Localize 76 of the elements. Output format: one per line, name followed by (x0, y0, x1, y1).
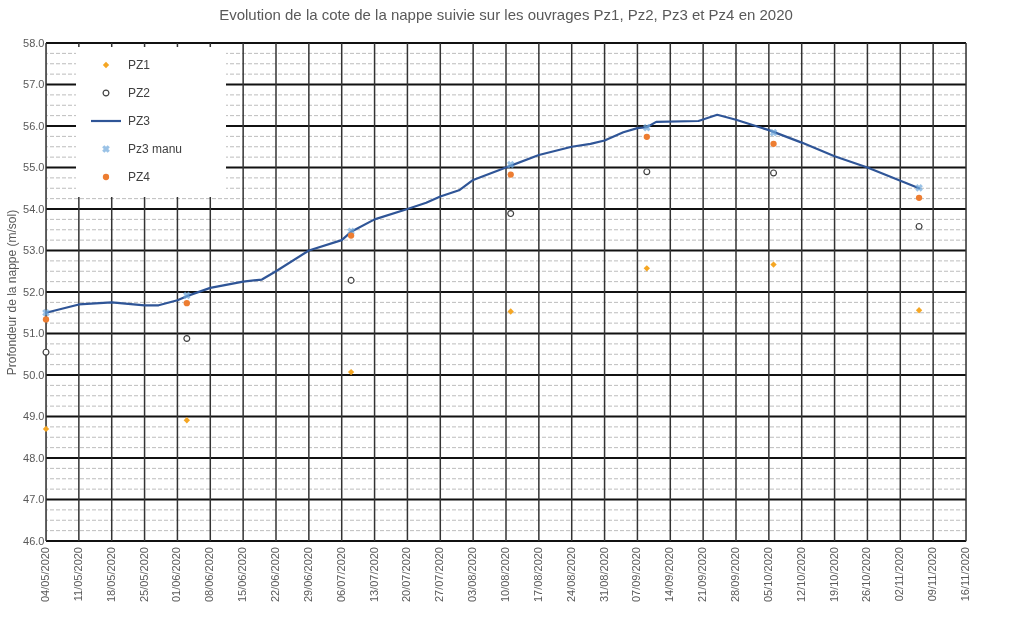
legend-label: PZ2 (128, 86, 151, 100)
x-tick-label: 17/08/2020 (531, 547, 544, 603)
x-tick-label: 08/06/2020 (203, 547, 216, 603)
x-tick-label: 27/07/2020 (433, 547, 446, 603)
point (507, 171, 514, 178)
point (183, 417, 190, 424)
x-tick-label: 06/07/2020 (334, 547, 347, 603)
y-tick-label: 52.0 (23, 285, 45, 298)
x-tick-label: 09/11/2020 (926, 547, 939, 602)
legend-label: PZ1 (128, 58, 151, 72)
x-tick-label: 02/11/2020 (893, 547, 906, 602)
x-tick-label: 04/05/2020 (39, 547, 51, 603)
point (42, 316, 50, 323)
point (643, 265, 650, 272)
point (643, 133, 650, 140)
point (183, 300, 190, 307)
y-tick-label: 53.0 (23, 244, 45, 256)
point (915, 222, 923, 230)
point (642, 123, 651, 132)
x-tick-label: 03/08/2020 (466, 547, 479, 603)
y-tick-label: 50.0 (23, 368, 45, 381)
x-tick-label: 15/06/2020 (236, 547, 249, 603)
point (643, 168, 651, 176)
point (347, 232, 355, 239)
y-tick-label: 51.0 (23, 327, 45, 339)
y-tick-label: 56.0 (23, 119, 45, 132)
point (507, 308, 514, 315)
y-tick-label: 46.0 (23, 534, 45, 547)
point (769, 128, 778, 137)
y-tick-label: 57.0 (23, 78, 45, 90)
y-tick-label: 49.0 (23, 410, 45, 422)
x-tick-label: 24/08/2020 (564, 547, 577, 603)
y-axis-title: Profondeur de la nappe (m/sol) (5, 209, 20, 376)
point (506, 160, 515, 169)
x-tick-label: 28/09/2020 (729, 547, 741, 603)
point (347, 368, 355, 376)
point (915, 184, 923, 192)
point (42, 425, 50, 433)
point (183, 334, 191, 342)
legend-label: Pz3 manu (128, 142, 183, 156)
point (770, 169, 778, 177)
x-tick-label: 16/11/2020 (959, 547, 971, 602)
y-tick-label: 54.0 (23, 202, 45, 215)
chart-title: Evolution de la cote de la nappe suivie sur les ouvrages Pz1, Pz2, Pz3 et Pz4 en 2020 (219, 6, 793, 23)
point (42, 308, 50, 317)
point (915, 307, 923, 314)
x-tick-label: 20/07/2020 (400, 547, 413, 603)
x-tick-label: 14/09/2020 (663, 547, 676, 603)
x-tick-label: 13/07/2020 (367, 547, 380, 603)
point (42, 348, 50, 356)
y-tick-label: 58.0 (23, 36, 45, 49)
point (770, 140, 777, 147)
x-tick-label: 07/09/2020 (630, 547, 643, 603)
x-tick-label: 21/09/2020 (696, 547, 709, 603)
x-tick-label: 10/08/2020 (499, 547, 511, 603)
point (182, 291, 191, 300)
point (770, 261, 777, 268)
x-tick-label: 18/05/2020 (104, 547, 117, 603)
point (507, 210, 515, 218)
legend-label: PZ3 (128, 114, 151, 128)
x-tick-label: 12/10/2020 (794, 547, 807, 603)
x-tick-label: 05/10/2020 (761, 547, 774, 603)
legend-label: PZ4 (128, 170, 151, 184)
y-tick-label: 48.0 (23, 451, 45, 464)
point (347, 276, 355, 284)
y-tick-label: 55.0 (23, 161, 45, 173)
point (915, 194, 923, 201)
x-tick-label: 01/06/2020 (170, 547, 183, 603)
x-tick-label: 29/06/2020 (301, 547, 314, 603)
x-tick-label: 31/08/2020 (597, 547, 610, 603)
x-tick-label: 26/10/2020 (860, 547, 873, 603)
y-tick-label: 47.0 (23, 493, 45, 505)
x-tick-label: 22/06/2020 (269, 547, 281, 603)
x-tick-label: 19/10/2020 (827, 547, 840, 603)
x-tick-label: 25/05/2020 (137, 547, 150, 603)
x-tick-label: 11/05/2020 (71, 547, 84, 602)
